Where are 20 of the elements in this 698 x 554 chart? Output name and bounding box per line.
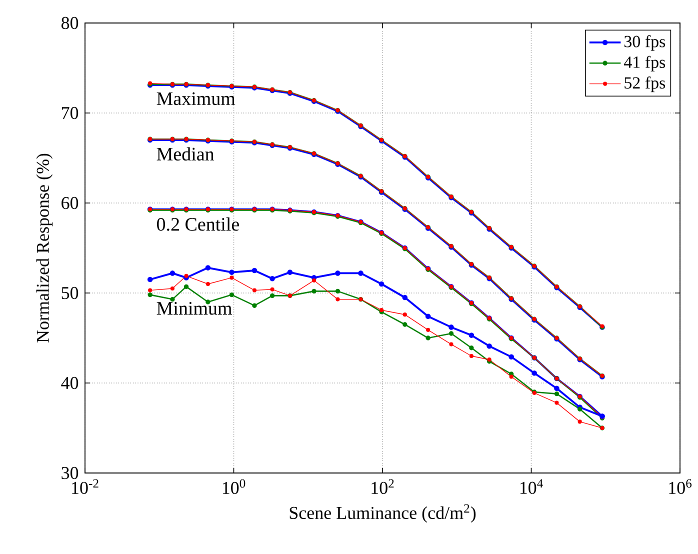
annotation: Minimum <box>156 302 232 315</box>
y-tick-label: 70 <box>62 106 78 120</box>
legend-label: 41 fps <box>624 56 666 72</box>
y-tick-label: 60 <box>62 196 78 210</box>
annotation: Maximum <box>156 92 236 106</box>
y-axis-title: Normalized Response (%) <box>36 154 53 342</box>
x-tick-label: 10$^{0}$ <box>222 479 246 494</box>
annotation: Median <box>156 147 214 161</box>
x-tick-label: 10$^{2}$ <box>372 479 394 494</box>
x-tick-label: 10$^{6}$ <box>669 479 692 494</box>
legend-label: 30 fps <box>624 35 666 51</box>
y-tick-label: 80 <box>61 16 78 30</box>
x-tick-label: 10$^{-2}$ <box>72 479 98 494</box>
x-tick-label: 10$^{4}$ <box>520 479 543 494</box>
y-tick-label: 30 <box>62 466 78 480</box>
legend-label: 52 fps <box>624 76 666 92</box>
y-tick-label: 40 <box>61 376 78 390</box>
y-tick-label: 50 <box>62 286 78 300</box>
annotation: 0.2 Centile <box>157 217 239 231</box>
x-axis-title: Scene Luminance (cd/m$^{2}$) <box>290 504 476 523</box>
